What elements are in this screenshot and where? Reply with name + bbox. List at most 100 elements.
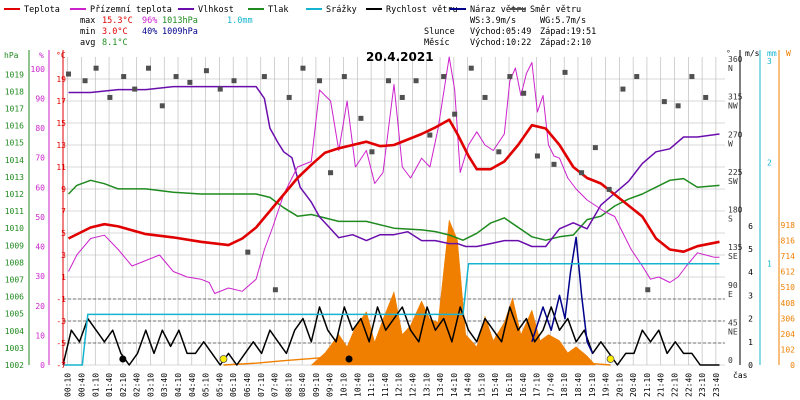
wind-direction-point (689, 74, 695, 80)
stat-max-temp: 15.3°C (102, 16, 133, 26)
wind-direction-point (496, 149, 502, 155)
time-tick-label: 22:10 (671, 373, 680, 397)
radiation-tick-label: 918 (781, 221, 796, 230)
sun-elevation-line (223, 351, 611, 366)
celsius-tick-label: -7 (56, 361, 66, 370)
wind-direction-point (231, 78, 237, 84)
hpa-tick-label: 1004 (5, 327, 24, 336)
hpa-tick-label: 1009 (5, 241, 24, 250)
time-tick-label: 11:10 (367, 373, 376, 397)
time-tick-label: 20:10 (615, 373, 624, 397)
time-tick-label: 20:40 (629, 373, 638, 397)
hpa-tick-label: 1005 (5, 310, 24, 319)
time-tick-label: 02:10 (119, 373, 128, 397)
wind-direction-point (272, 287, 278, 293)
radiation-tick-label: 510 (781, 283, 796, 292)
hpa-tick-label: 1010 (5, 224, 24, 233)
humidity-tick-label: 20 (35, 302, 45, 311)
hpa-tick-label: 1015 (5, 139, 24, 148)
direction-tick-label: 360 (728, 55, 743, 64)
wind-direction-point (121, 74, 127, 80)
radiation-tick-label: 612 (781, 268, 796, 277)
time-tick-label: 12:10 (395, 373, 404, 397)
wind-direction-point (661, 99, 667, 105)
time-tick-label: 16:40 (519, 373, 528, 397)
celsius-tick-label: 7 (61, 207, 66, 216)
wind-direction-point (399, 94, 405, 100)
time-tick-label: 03:10 (146, 373, 155, 397)
stat-max-hum: 96% (142, 16, 157, 26)
rain-tick-label: 2 (767, 158, 772, 167)
wind-gust-line (531, 236, 594, 354)
legend-label-wind: Rychlost větru (386, 5, 458, 15)
radiation-area (310, 220, 596, 366)
time-tick-label: 06:40 (243, 373, 252, 397)
humidity-tick-label: 90 (35, 94, 45, 103)
header-stats: max 15.3°C 96% 1013hPa 1.0mm min 3.0°C 4… (80, 16, 596, 64)
wind-direction-point (300, 65, 306, 71)
time-tick-label: 18:40 (574, 373, 583, 397)
wind-direction-point (341, 74, 347, 80)
radiation-tick-label: 816 (781, 237, 796, 246)
info-moonset: Západ:2:10 (540, 38, 591, 48)
info-sunrise: Východ:05:49 (470, 27, 531, 37)
stat-max-label: max (80, 16, 95, 26)
hpa-tick-label: 1018 (5, 87, 24, 96)
time-tick-label: 01:10 (91, 373, 100, 397)
wind-direction-point (592, 145, 598, 151)
celsius-tick-label: 17 (56, 97, 66, 106)
time-tick-label: 10:10 (340, 373, 349, 397)
direction-tick-label: 0 (728, 356, 733, 365)
legend-label-gust: Náraz větru (470, 5, 526, 15)
wind-direction-point (413, 78, 419, 84)
wind-speed-tick-label: 1 (748, 338, 753, 347)
wind-direction-point (551, 161, 557, 167)
time-tick-label: 04:10 (174, 373, 183, 397)
stat-avg-label: avg (80, 38, 95, 48)
hpa-tick-label: 1012 (5, 190, 24, 199)
humidity-tick-label: 60 (35, 183, 45, 192)
wind-direction-point (482, 94, 488, 100)
celsius-tick-label: 15 (56, 119, 66, 128)
direction-compass-label: W (728, 139, 733, 148)
axes: 1019101810171016101510141013101210111010… (4, 49, 795, 397)
celsius-tick-label: 19 (56, 75, 66, 84)
wind-direction-point (703, 94, 709, 100)
wind-direction-point (245, 249, 251, 255)
legend-label-rain: Srážky (326, 5, 357, 15)
wind-direction-point (468, 65, 474, 71)
time-tick-label: 13:10 (422, 373, 431, 397)
time-tick-label: 05:10 (202, 373, 211, 397)
direction-tick-label: 315 (728, 93, 743, 102)
time-tick-label: 23:40 (712, 373, 721, 397)
celsius-tick-label: -5 (56, 339, 66, 348)
stat-min-press: 1009hPa (162, 27, 198, 37)
time-tick-label: 07:40 (271, 373, 280, 397)
humidity-tick-label: 70 (35, 154, 45, 163)
rain-unit: mm (767, 49, 777, 58)
info-ws: WS:3.9m/s (470, 16, 516, 26)
celsius-tick-label: 11 (56, 163, 66, 172)
direction-compass-label: E (728, 290, 733, 299)
time-tick-label: 02:40 (133, 373, 142, 397)
time-tick-label: 11:40 (381, 373, 390, 397)
radiation-tick-label: 204 (781, 330, 796, 339)
legend-label-dir: Směr větru (530, 5, 581, 15)
hpa-tick-label: 1011 (5, 207, 24, 216)
legend-label-temp: Teplota (24, 5, 60, 15)
time-tick-label: 18:10 (560, 373, 569, 397)
time-tick-label: 15:40 (491, 373, 500, 397)
hpa-tick-label: 1002 (5, 361, 24, 370)
wind-direction-point (66, 71, 72, 77)
wind-direction-point (286, 94, 292, 100)
wind-direction-point (82, 78, 88, 84)
humidity-tick-label: 30 (35, 272, 45, 281)
time-tick-label: 23:10 (698, 373, 707, 397)
hpa-tick-label: 1008 (5, 258, 24, 267)
series-layer (62, 56, 720, 366)
wind-direction-point (146, 65, 152, 71)
chart-title: 20.4.2021 (366, 50, 434, 64)
stat-min-hum: 40% (142, 27, 157, 37)
hpa-tick-label: 1019 (5, 70, 24, 79)
